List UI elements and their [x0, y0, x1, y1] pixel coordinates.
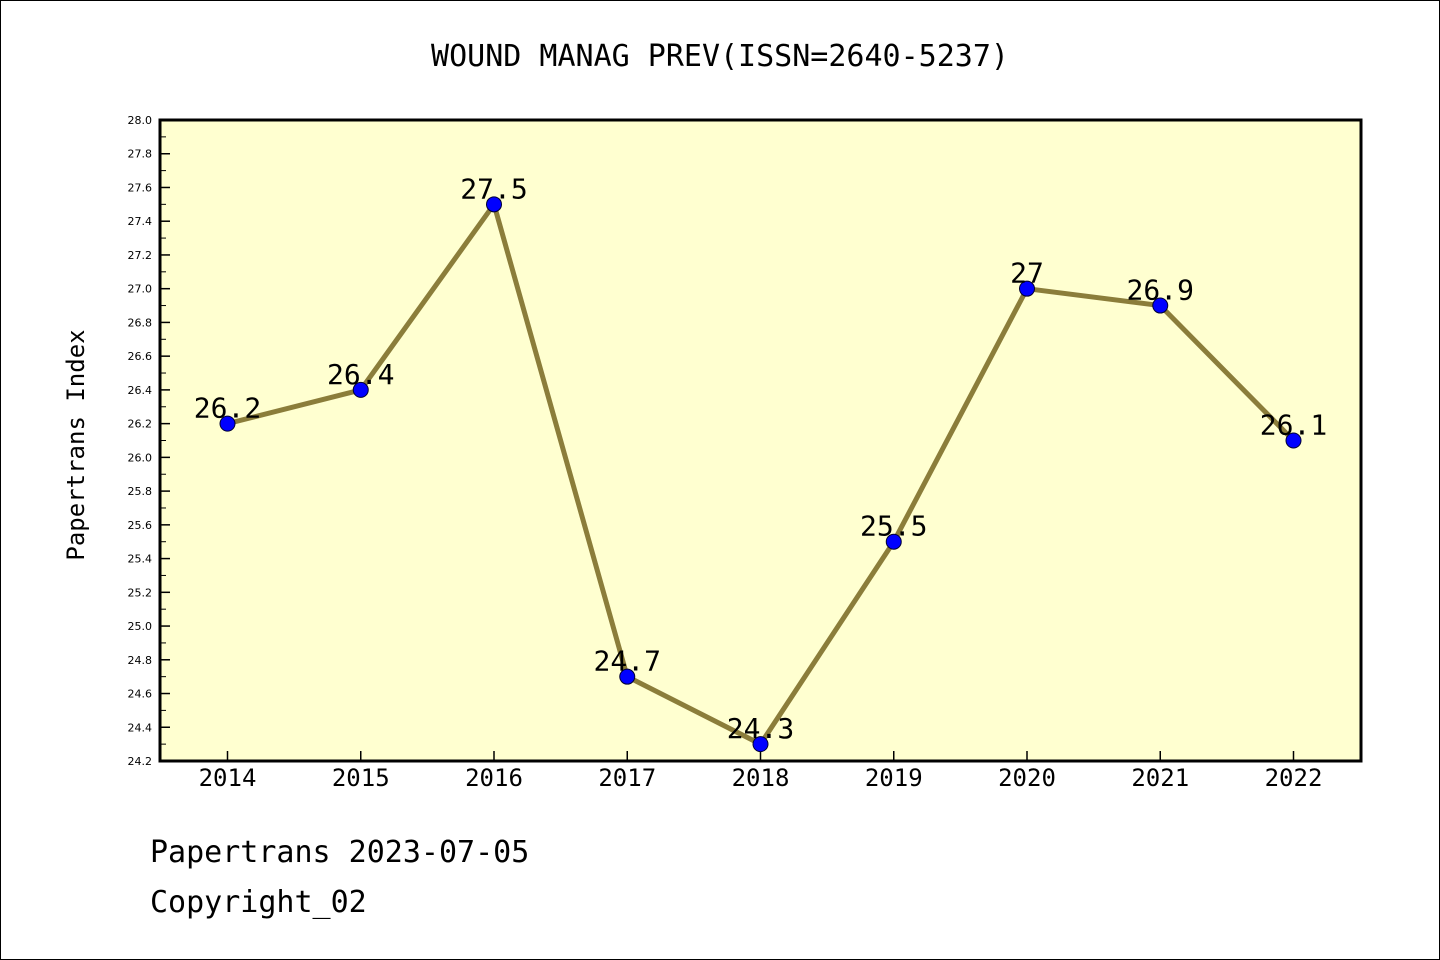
y-tick-label: 25.8	[128, 485, 153, 498]
x-tick-label: 2022	[1265, 764, 1323, 792]
y-tick-label: 27.8	[128, 148, 153, 161]
y-axis: 24.2 24.4 24.6 24.8 25.0 25.2 25.4 25.6 25.8 26.0…	[128, 114, 170, 768]
y-tick-label: 25.6	[128, 519, 153, 532]
data-point	[352, 381, 369, 398]
chart-title: WOUND MANAG PREV(ISSN=2640-5237)	[431, 39, 1009, 74]
data-label: 27	[1010, 257, 1044, 290]
data-label: 26.4	[327, 358, 394, 391]
y-tick-label: 24.2	[128, 755, 153, 768]
x-tick-label: 2017	[598, 764, 656, 792]
x-tick-label: 2020	[998, 764, 1056, 792]
x-tick-label: 2018	[732, 764, 790, 792]
y-tick-label: 27.2	[128, 249, 153, 262]
y-tick-label: 24.6	[128, 688, 153, 701]
data-point	[486, 196, 502, 213]
y-tick-label: 25.0	[128, 620, 153, 633]
footer-copyright: Copyright_02	[150, 885, 367, 920]
x-tick-label: 2021	[1131, 764, 1189, 792]
data-label: 26.1	[1260, 409, 1327, 442]
y-tick-label: 25.4	[128, 553, 153, 566]
y-tick-label: 27.4	[128, 215, 153, 228]
y-tick-label: 26.0	[128, 451, 153, 464]
data-label: 24.7	[594, 645, 661, 678]
data-point	[219, 415, 236, 432]
x-tick-label: 2015	[332, 764, 390, 792]
y-tick-label: 27.6	[128, 181, 153, 194]
y-tick-label: 27.0	[128, 283, 153, 296]
y-tick-label: 26.2	[128, 418, 153, 431]
y-tick-label: 24.8	[128, 654, 153, 667]
data-label: 27.5	[460, 172, 527, 205]
data-point	[752, 736, 769, 753]
data-point	[1152, 297, 1169, 314]
y-tick-label: 26.6	[128, 350, 153, 363]
data-label: 24.3	[727, 712, 794, 745]
y-tick-label: 28.0	[128, 114, 153, 127]
x-axis: 2014 2015 2016 2017 2018 2019 2020 2021 2022	[199, 751, 1323, 792]
data-label: 26.9	[1127, 274, 1194, 307]
data-label: 25.5	[860, 510, 927, 543]
y-axis-label: Papertrans Index	[62, 329, 90, 560]
footer-date: Papertrans 2023-07-05	[150, 835, 530, 870]
y-tick-label: 26.8	[128, 316, 153, 329]
plot-area	[158, 118, 1363, 763]
y-tick-label: 26.4	[128, 384, 153, 397]
data-point	[1019, 280, 1035, 297]
x-tick-label: 2019	[865, 764, 923, 792]
x-tick-label: 2016	[465, 764, 523, 792]
y-tick-label: 24.4	[128, 721, 153, 734]
data-point	[619, 668, 636, 685]
x-tick-label: 2014	[199, 764, 257, 792]
data-point	[885, 533, 902, 550]
series-line-group: 26.2 26.4 27.5 24.7 24.3 25.5 27 26.9 26.1	[194, 172, 1327, 753]
data-label: 26.2	[194, 392, 261, 425]
y-tick-label: 25.2	[128, 586, 153, 599]
data-point	[1285, 432, 1302, 449]
